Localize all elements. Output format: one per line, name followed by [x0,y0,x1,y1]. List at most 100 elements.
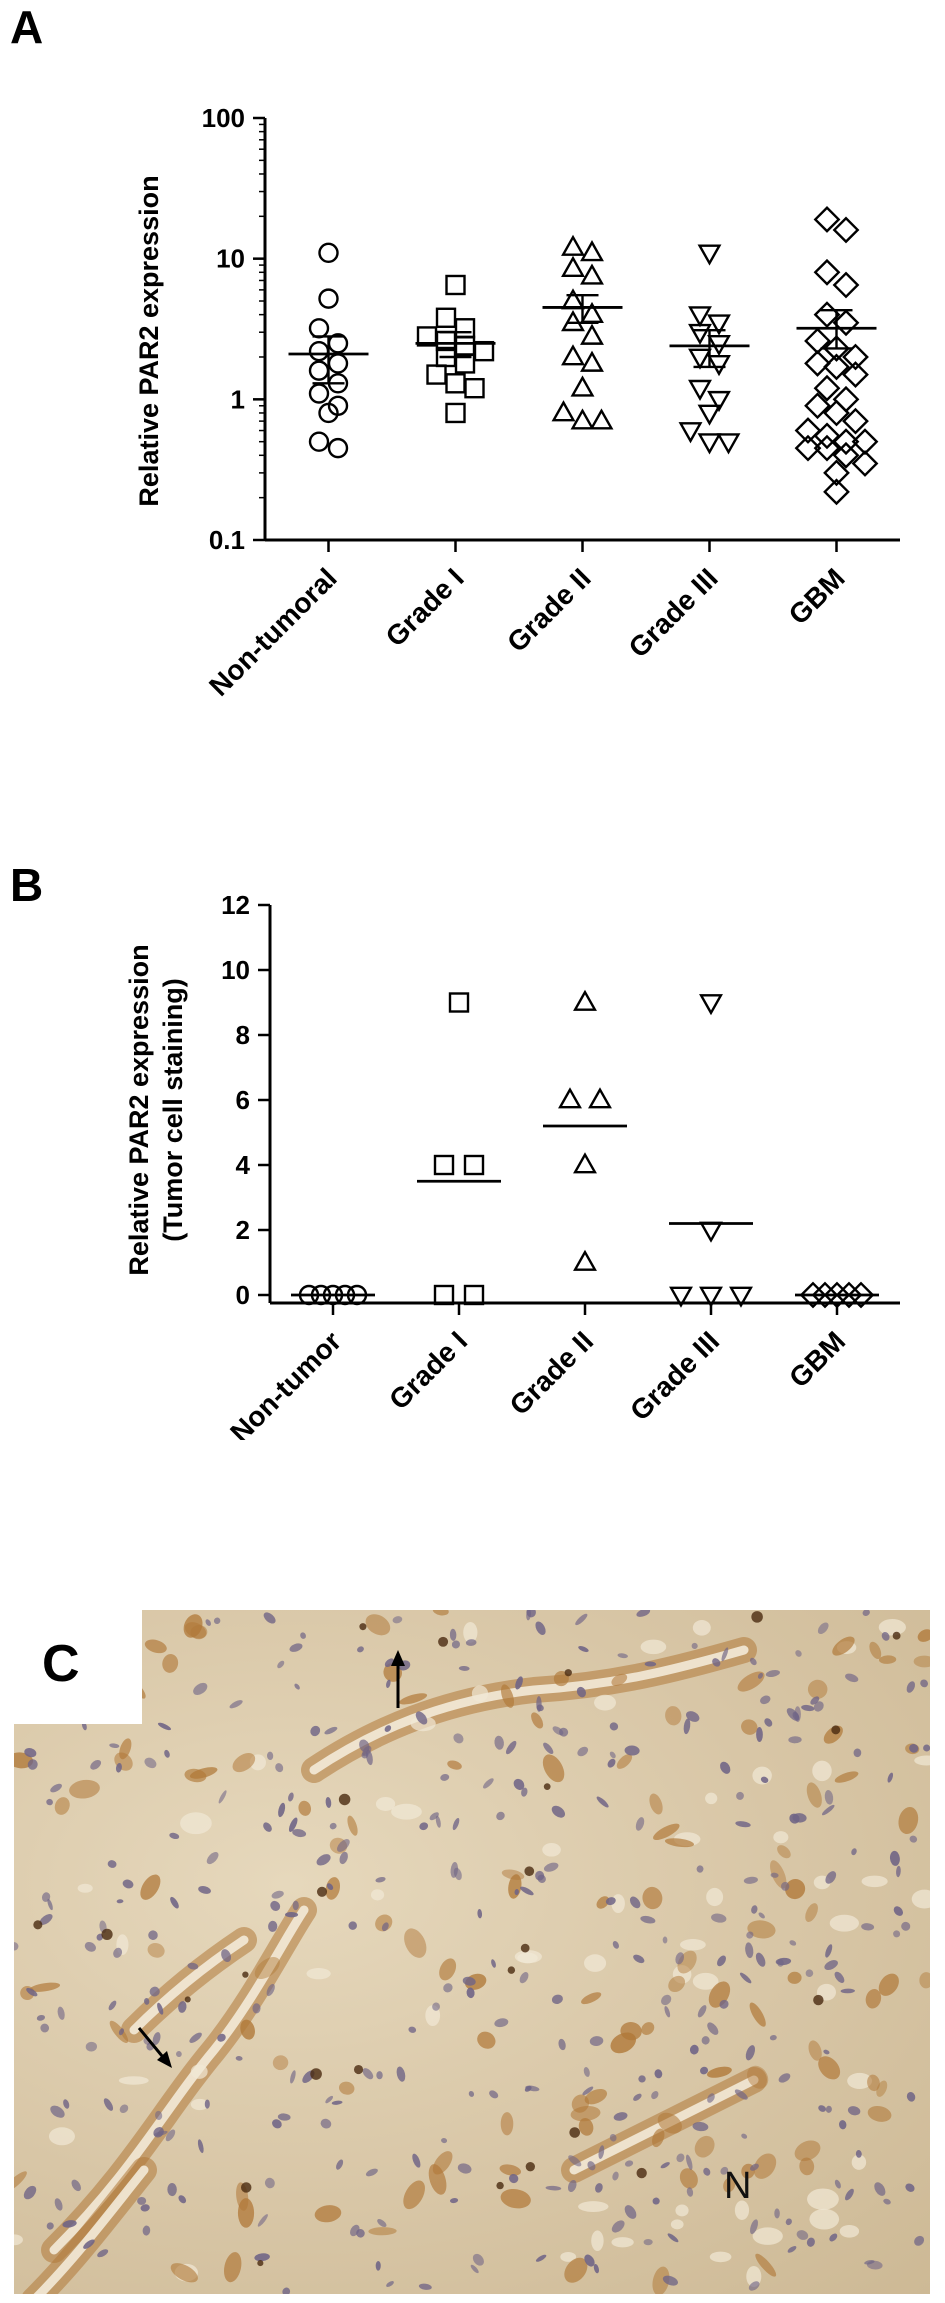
stained-cell [596,1896,610,1909]
stained-cell [664,1838,695,1848]
nucleus [652,2197,660,2205]
nucleus [801,1704,815,1712]
stained-cell [917,1629,930,1642]
y-tick-label: 0.1 [209,525,245,555]
nucleus [477,1909,483,1919]
stained-cell [823,1725,843,1744]
nucleus [624,2160,634,2167]
nucleus [339,1851,348,1865]
nucleus [103,2098,114,2111]
nucleus [329,1822,337,1830]
nucleus [108,2000,117,2011]
y-tick-label: 100 [202,103,245,133]
data-point [570,408,595,430]
data-point [813,258,841,286]
nucleus [277,1660,285,1669]
vacuole [705,1792,718,1805]
nucleus [178,2195,187,2204]
vacuole [578,2201,609,2212]
nucleus [746,1931,754,1939]
stained-cell [747,2065,769,2089]
stained-cell [818,2056,841,2080]
data-point [707,314,731,336]
series-4 [669,994,753,1308]
stained-cell [404,1928,427,1958]
nucleus [515,1676,523,1690]
nucleus [375,1876,386,1883]
dark-nucleus [438,1636,449,1647]
nucleus [887,1772,894,1783]
nucleus [119,2104,129,2114]
nucleus [587,2161,596,2171]
stained-cell [878,1973,899,1996]
nucleus [834,1971,845,1983]
dark-nucleus [507,1966,516,1974]
data-point [448,992,470,1013]
nucleus [63,2099,70,2109]
nucleus [316,1854,331,1866]
data-point [573,989,597,1011]
nucleus [901,1921,911,1931]
stained-cell [832,1636,855,1656]
stained-cell [14,2171,27,2193]
nucleus [36,2015,46,2021]
nucleus [164,1749,170,1758]
nucleus [595,2183,603,2193]
stained-cell [867,2105,892,2122]
nucleus [707,2093,715,2103]
nucleus [612,1941,619,1949]
stained-cell [254,1956,280,1980]
nucleus [462,1976,476,1986]
dark-nucleus [543,1783,551,1790]
stained-cell [140,1874,161,1900]
nucleus [39,1913,53,1925]
stained-cell [499,2164,522,2176]
panel-label-c-box: C [14,1610,142,1724]
stained-cell [147,1943,165,1958]
dark-nucleus [813,1994,824,2006]
stained-cell [375,1914,393,1932]
x-tick-label: Grade III [624,1325,725,1426]
nucleus [699,2066,709,2075]
nucleus [519,1972,529,1984]
nucleus [749,1657,757,1666]
nucleus [613,2112,628,2121]
stained-cell [184,1768,207,1783]
vacuole [180,1812,212,1835]
nucleus [457,2163,472,2174]
nucleus [609,1722,619,1731]
dark-nucleus [184,1996,191,2003]
data-point [561,344,585,366]
stained-cell [611,1673,628,1686]
nucleus [906,1681,916,1693]
data-point [823,335,850,362]
nucleus [559,1727,569,1737]
nucleus [157,1722,172,1731]
stained-cell [919,1972,930,1989]
stained-cell [237,2198,255,2228]
nucleus [514,1888,519,1896]
stained-cell [665,1706,682,1726]
nucleus [449,2198,459,2204]
x-tick-label: Grade II [504,1325,600,1421]
nucleus [593,2263,599,2274]
vacuole [752,1766,772,1785]
nucleus [748,2281,760,2291]
nucleus [451,1640,461,1649]
data-point [813,422,841,450]
data-point [697,404,722,426]
nucleus [845,1673,859,1683]
nucleus [213,1617,221,1625]
y-axis-title: Relative PAR2 expression [124,944,154,1275]
stained-cell [439,1958,457,1981]
data-point [580,240,604,262]
nucleus [157,2002,164,2015]
nucleus [326,1883,334,1891]
nucleus [285,1911,299,1918]
data-point [842,343,869,371]
nucleus [337,1839,350,1852]
dark-nucleus [359,1623,367,1631]
nucleus [905,2183,915,2192]
vacuole [670,2219,684,2230]
nucleus [825,1944,833,1958]
